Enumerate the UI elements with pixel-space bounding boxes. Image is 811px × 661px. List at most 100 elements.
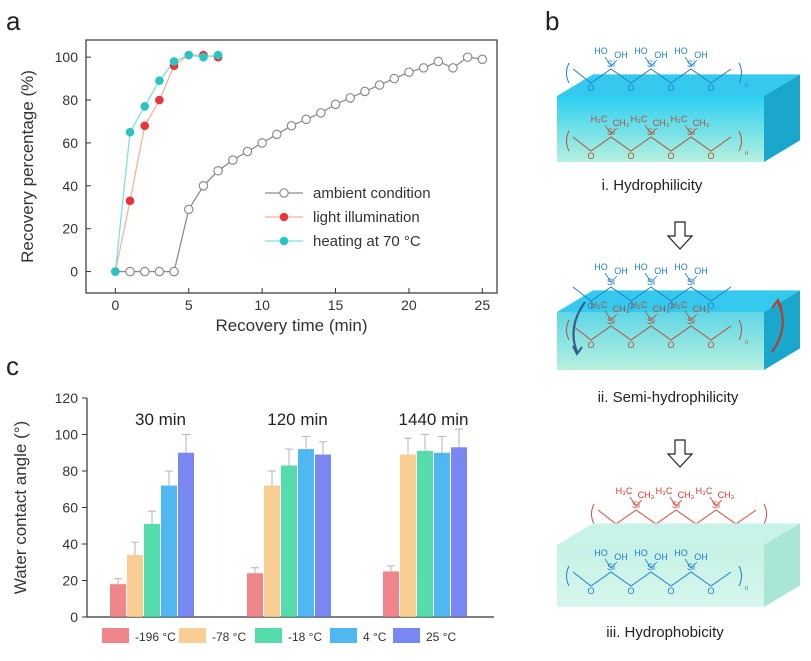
group-ho: HO [594,46,608,56]
bar [264,485,280,617]
atom-si: Si [687,127,695,137]
bond [629,496,637,507]
bond [644,558,652,569]
data-point-heating [155,76,164,86]
atom-o: O [707,83,714,93]
data-point-heating [125,127,135,137]
group-ho: HO [634,548,648,558]
slab-front-face [557,312,764,370]
data-point-heating [140,102,150,111]
atom-o: O [667,586,674,596]
atom-si: Si [607,562,615,572]
bond [604,272,612,283]
bar [110,584,126,617]
backbone-line [572,325,732,341]
bracket-right [738,62,742,84]
legend-label: -78 °C [212,630,246,644]
bond [684,272,692,283]
bracket-right [763,503,767,525]
data-point-ambient [125,266,135,277]
y-tick-label: 60 [62,135,78,151]
data-point-ambient [316,108,326,118]
group-h3c: H₃C [616,486,633,496]
y-axis-title: Recovery percentage (%) [18,70,37,263]
group-oh: OH [694,50,708,60]
bracket-left [566,62,570,84]
y-tick-label: 120 [55,390,79,406]
atom-o: O [707,586,714,596]
bond [650,127,658,135]
atom-o: O [627,340,634,350]
data-point-ambient [213,165,223,176]
atom-o: O [707,340,714,350]
bar [127,554,143,617]
data-point-ambient [198,180,209,191]
series-line-2 [114,54,219,272]
atom-si: Si [607,127,615,137]
atom-o: O [627,301,634,311]
data-point-heating [111,267,120,276]
group-oh: OH [694,552,708,562]
bracket-right [738,130,742,152]
legend-marker [279,236,289,246]
data-point-ambient [183,204,194,215]
legend-label: -18 °C [288,630,322,644]
group-h3c: H₃C [631,114,648,124]
group-ch3: CH₃ [613,118,630,128]
atom-o: O [627,586,634,596]
data-point-light [125,196,135,206]
data-point-ambient [404,67,414,77]
flip-arrowhead-left [572,345,583,356]
atom-si: Si [712,500,720,510]
atom-o: O [587,83,594,93]
group-ch3: CH₃ [613,304,630,314]
data-point-ambient [345,93,356,103]
subscript-n: n [745,151,748,157]
data-point-ambient [286,120,297,131]
subscript-n: n [745,586,748,592]
x-tick-label: 10 [254,297,270,313]
group-oh: OH [654,552,668,562]
data-point-ambient [462,52,473,62]
backbone-line [572,68,732,84]
atom-si: Si [647,59,655,69]
atom-o: O [707,301,714,311]
backbone-line [572,571,732,587]
group-oh: OH [654,266,668,276]
bond [690,275,698,283]
series-line-1 [114,54,219,272]
bond [669,496,677,507]
bond [644,310,652,321]
data-point-ambient [330,99,341,110]
x-axis-title: Recovery time (min) [215,316,367,335]
data-point-ambient [257,138,267,148]
y-tick-label: 80 [62,463,78,479]
y-tick-label: 0 [70,609,78,625]
down-arrow-icon [666,221,694,250]
bond [610,561,618,569]
bond [715,499,723,507]
data-point-heating [213,50,223,60]
atom-si: Si [687,277,695,287]
bar [144,523,160,617]
group-ch3: CH₃ [693,118,710,128]
group-ho: HO [594,262,608,272]
slab-side-face [764,74,800,162]
bond [610,275,618,283]
data-point-ambient [154,266,165,277]
group-ho: HO [634,46,648,56]
bar [400,454,416,617]
data-point-ambient [139,266,150,277]
group-oh: OH [694,266,708,276]
legend-label: 4 °C [363,630,387,644]
bar [161,485,177,617]
atom-o: O [587,151,594,161]
group-ch3: CH₃ [638,490,655,500]
chart-a-frame [85,39,498,294]
group-ch3: CH₃ [653,118,670,128]
y-tick-label: 40 [62,536,78,552]
backbone-line [597,509,757,525]
atom-si: Si [647,562,655,572]
bond [709,496,717,507]
